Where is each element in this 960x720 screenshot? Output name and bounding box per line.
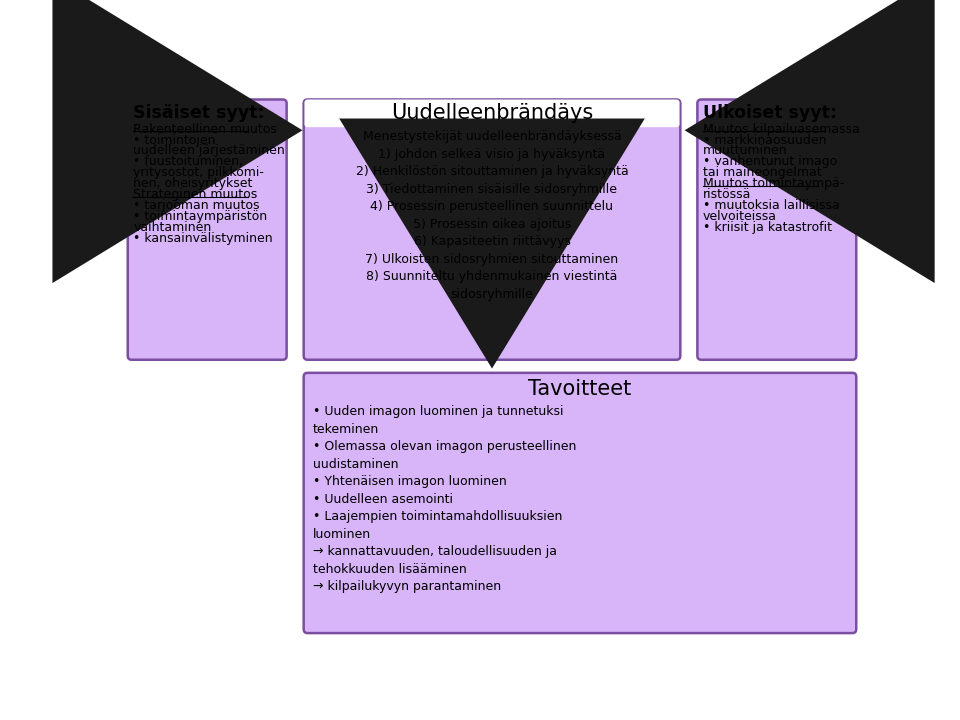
Text: • kansainvälistyminen: • kansainvälistyminen <box>133 232 273 245</box>
Text: tai maineongelmat: tai maineongelmat <box>703 166 822 179</box>
Text: velvoiteissa: velvoiteissa <box>703 210 777 223</box>
Text: Menestystekijät uudelleenbrändäyksessä
1) Johdon selkeä visio ja hyväksyntä
2) H: Menestystekijät uudelleenbrändäyksessä 1… <box>355 130 629 301</box>
FancyBboxPatch shape <box>697 99 856 360</box>
Text: Ulkoiset syyt:: Ulkoiset syyt: <box>703 104 837 122</box>
Text: • muutoksia laillisissa: • muutoksia laillisissa <box>703 199 840 212</box>
Text: Uudelleenbrändäys: Uudelleenbrändäys <box>391 104 593 123</box>
Text: • vanhentunut imago: • vanhentunut imago <box>703 156 837 168</box>
Text: • markkinaosuuden: • markkinaosuuden <box>703 133 827 147</box>
Text: muuttuminen: muuttuminen <box>703 145 787 158</box>
Text: • kriisit ja katastrofit: • kriisit ja katastrofit <box>703 221 831 234</box>
Text: yritysostot, pilkkomi-: yritysostot, pilkkomi- <box>133 166 264 179</box>
Text: ristössä: ristössä <box>703 188 751 201</box>
Text: • toimintojen: • toimintojen <box>133 133 216 147</box>
FancyBboxPatch shape <box>128 99 287 360</box>
Text: Rakenteellinen muutos: Rakenteellinen muutos <box>133 122 277 135</box>
Text: Muutos kilpailuasemassa: Muutos kilpailuasemassa <box>703 122 859 135</box>
Text: • tarjooman muutos: • tarjooman muutos <box>133 199 259 212</box>
FancyBboxPatch shape <box>303 373 856 633</box>
Text: Muutos toimintaympä-: Muutos toimintaympä- <box>703 177 844 190</box>
Text: Tavoitteet: Tavoitteet <box>528 379 632 399</box>
Text: vaihtaminen: vaihtaminen <box>133 221 211 234</box>
Text: Strateginen muutos: Strateginen muutos <box>133 188 257 201</box>
Text: uudelleen järjestäminen: uudelleen järjestäminen <box>133 145 285 158</box>
Text: Sisäiset syyt:: Sisäiset syyt: <box>133 104 265 122</box>
Text: • toimintaympäristön: • toimintaympäristön <box>133 210 267 223</box>
Text: nen, oheisyritykset: nen, oheisyritykset <box>133 177 252 190</box>
Text: • Uuden imagon luominen ja tunnetuksi
tekeminen
• Olemassa olevan imagon peruste: • Uuden imagon luominen ja tunnetuksi te… <box>313 405 576 593</box>
FancyBboxPatch shape <box>304 99 680 127</box>
Text: • fuustoituminen,: • fuustoituminen, <box>133 156 243 168</box>
FancyBboxPatch shape <box>303 99 681 360</box>
